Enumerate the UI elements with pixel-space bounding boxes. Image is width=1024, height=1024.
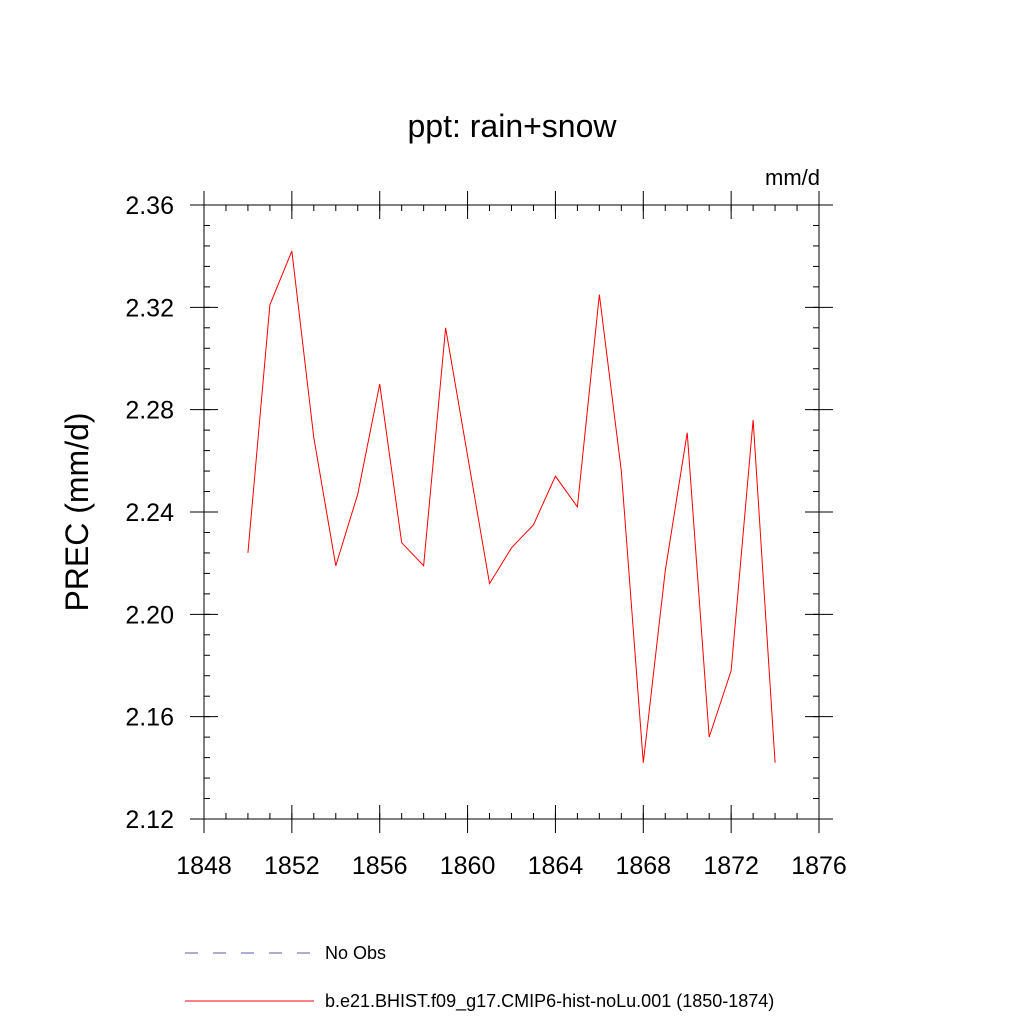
legend-label-model-run: b.e21.BHIST.f09_g17.CMIP6-hist-noLu.001 … (325, 991, 774, 1012)
units-label: mm/d (765, 165, 820, 190)
x-tick-label: 1872 (703, 852, 759, 880)
y-tick-label: 2.28 (125, 397, 174, 425)
y-axis-ticks: 2.12 2.16 2.20 2.24 2.28 2.32 2.36 (125, 192, 833, 834)
y-tick-label: 2.32 (125, 294, 174, 322)
x-tick-label: 1864 (528, 852, 584, 880)
x-axis-ticks: 1848 1852 1856 1860 1864 1868 1872 1876 (176, 191, 847, 880)
series-lines (247, 250, 776, 763)
x-tick-label: 1848 (176, 852, 232, 880)
series-line (247, 250, 776, 763)
x-tick-label: 1860 (440, 852, 496, 880)
plot-frame (203, 204, 820, 820)
y-tick-label: 2.16 (125, 704, 174, 732)
legend: No Obs b.e21.BHIST.f09_g17.CMIP6-hist-no… (185, 943, 774, 1012)
y-tick-label: 2.20 (125, 601, 174, 629)
x-tick-label: 1876 (791, 852, 847, 880)
y-tick-label: 2.36 (125, 192, 174, 220)
x-tick-label: 1868 (615, 852, 671, 880)
legend-label-no-obs: No Obs (325, 943, 386, 963)
chart-title: ppt: rain+snow (407, 108, 617, 144)
y-tick-label: 2.24 (125, 499, 174, 527)
x-tick-label: 1856 (352, 852, 408, 880)
y-axis-label: PREC (mm/d) (59, 412, 95, 611)
x-tick-label: 1852 (264, 852, 320, 880)
y-tick-label: 2.12 (125, 806, 174, 834)
